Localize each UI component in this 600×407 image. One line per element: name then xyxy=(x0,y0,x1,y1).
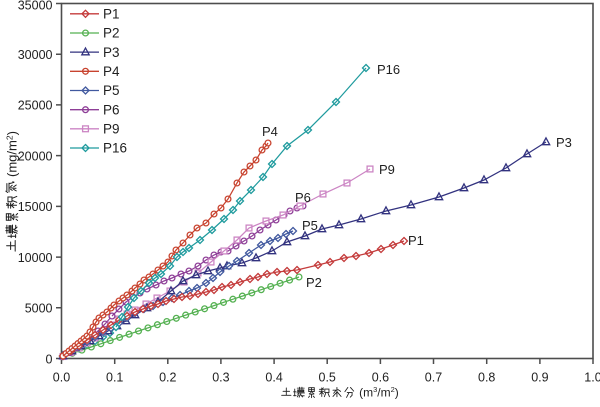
svg-text:0.9: 0.9 xyxy=(531,371,548,385)
svg-text:5000: 5000 xyxy=(25,302,53,316)
svg-text:30000: 30000 xyxy=(18,48,53,62)
svg-text:0.4: 0.4 xyxy=(265,371,282,385)
svg-text:P6: P6 xyxy=(295,190,311,205)
svg-text:0.5: 0.5 xyxy=(319,371,336,385)
svg-text:P9: P9 xyxy=(103,122,120,137)
svg-text:P1: P1 xyxy=(408,233,424,248)
svg-text:1.0: 1.0 xyxy=(584,371,600,385)
svg-text:P3: P3 xyxy=(103,45,120,60)
svg-text:20000: 20000 xyxy=(18,149,53,163)
svg-text:25000: 25000 xyxy=(18,99,53,113)
svg-text:(mg/m2): (mg/m2) xyxy=(5,131,20,177)
svg-text:P2: P2 xyxy=(103,26,120,41)
svg-text:0.8: 0.8 xyxy=(478,371,495,385)
svg-text:P4: P4 xyxy=(262,124,278,139)
svg-text:P2: P2 xyxy=(306,275,322,290)
svg-text:0.3: 0.3 xyxy=(212,371,229,385)
svg-text:0.6: 0.6 xyxy=(372,371,389,385)
svg-text:P5: P5 xyxy=(302,218,318,233)
svg-text:P16: P16 xyxy=(377,62,400,77)
svg-text:P5: P5 xyxy=(103,83,120,98)
svg-text:10000: 10000 xyxy=(18,251,53,265)
svg-text:0.7: 0.7 xyxy=(425,371,442,385)
svg-text:35000: 35000 xyxy=(18,0,53,12)
svg-text:0.0: 0.0 xyxy=(53,371,70,385)
svg-text:P3: P3 xyxy=(556,135,572,150)
svg-text:P6: P6 xyxy=(103,102,120,117)
svg-text:P4: P4 xyxy=(103,64,120,79)
svg-text:0: 0 xyxy=(46,352,53,366)
svg-text:15000: 15000 xyxy=(18,200,53,214)
svg-text:P1: P1 xyxy=(103,7,120,22)
svg-text:0.2: 0.2 xyxy=(159,371,176,385)
svg-text:P9: P9 xyxy=(379,162,395,177)
svg-text:(m3/m2): (m3/m2) xyxy=(359,385,399,399)
svg-text:P16: P16 xyxy=(103,141,127,156)
svg-text:0.1: 0.1 xyxy=(106,371,123,385)
